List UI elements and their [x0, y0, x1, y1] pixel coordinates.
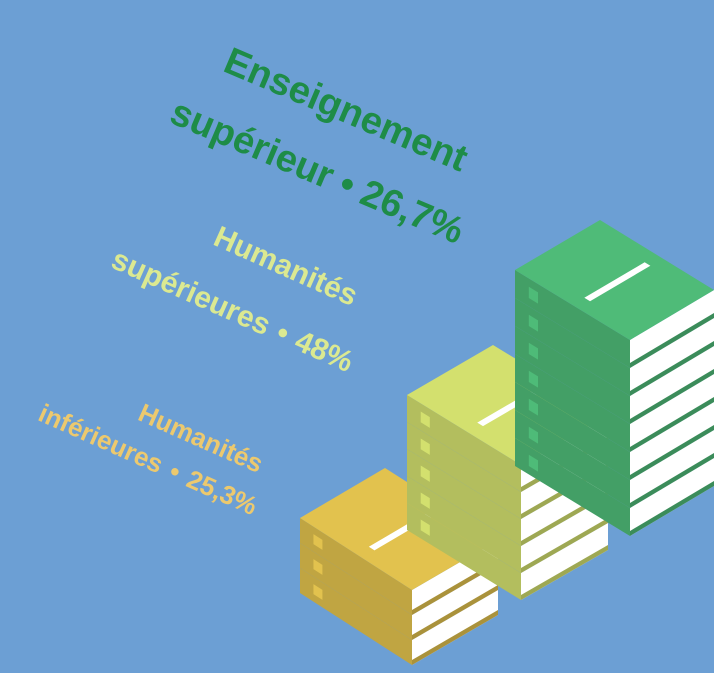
- spine-label: [528, 342, 538, 360]
- book-cover-edge: [521, 545, 608, 600]
- spine-label: [420, 492, 430, 509]
- spine-label: [528, 426, 538, 444]
- spine-label: [528, 454, 538, 472]
- book-spine: [515, 270, 630, 368]
- book-pages: [630, 374, 714, 452]
- book-cover-edge: [630, 313, 714, 368]
- spine-label: [420, 438, 430, 455]
- spine-label: [420, 411, 430, 428]
- book-cover-edge: [630, 397, 714, 452]
- book-spine: [407, 422, 521, 519]
- book-pages: [521, 496, 608, 573]
- book-spine: [515, 438, 630, 536]
- book-stack: [515, 220, 714, 536]
- spine-label: [313, 534, 323, 550]
- book-spine: [515, 298, 630, 396]
- book-spine: [515, 354, 630, 452]
- book-pages: [630, 430, 714, 508]
- book-pages: [630, 458, 714, 536]
- spine-label: [313, 584, 323, 600]
- book-pages: [630, 346, 714, 424]
- book-spine: [407, 395, 521, 492]
- book-spine: [407, 476, 521, 573]
- cover-tag: [584, 262, 651, 302]
- spine-label: [528, 398, 538, 416]
- spine-label: [420, 465, 430, 482]
- book-pages: [412, 565, 498, 640]
- book-spine: [300, 543, 412, 640]
- book-cover: [300, 468, 498, 590]
- book-cover-edge: [630, 453, 714, 508]
- book-cover-edge: [521, 518, 608, 573]
- book-spine: [300, 568, 412, 665]
- book-pages: [630, 402, 714, 480]
- book-pages: [630, 290, 714, 368]
- book-spine: [515, 382, 630, 480]
- spine-label: [313, 559, 323, 575]
- book-cover-edge: [630, 369, 714, 424]
- book-pages: [521, 523, 608, 600]
- book-cover-edge: [412, 560, 498, 615]
- book-cover-edge: [412, 585, 498, 640]
- book-spine: [407, 503, 521, 600]
- book-spine: [407, 449, 521, 546]
- book-cover-edge: [630, 481, 714, 536]
- book-spine: [515, 410, 630, 508]
- book-cover-edge: [630, 341, 714, 396]
- book-pages: [412, 590, 498, 665]
- book-pages: [630, 318, 714, 396]
- spine-label: [528, 370, 538, 388]
- book-cover-edge: [630, 425, 714, 480]
- book-spine: [515, 326, 630, 424]
- spine-label: [528, 286, 538, 304]
- spine-label: [528, 314, 538, 332]
- book-spine: [300, 518, 412, 615]
- book-cover-edge: [412, 610, 498, 665]
- spine-label: [420, 519, 430, 536]
